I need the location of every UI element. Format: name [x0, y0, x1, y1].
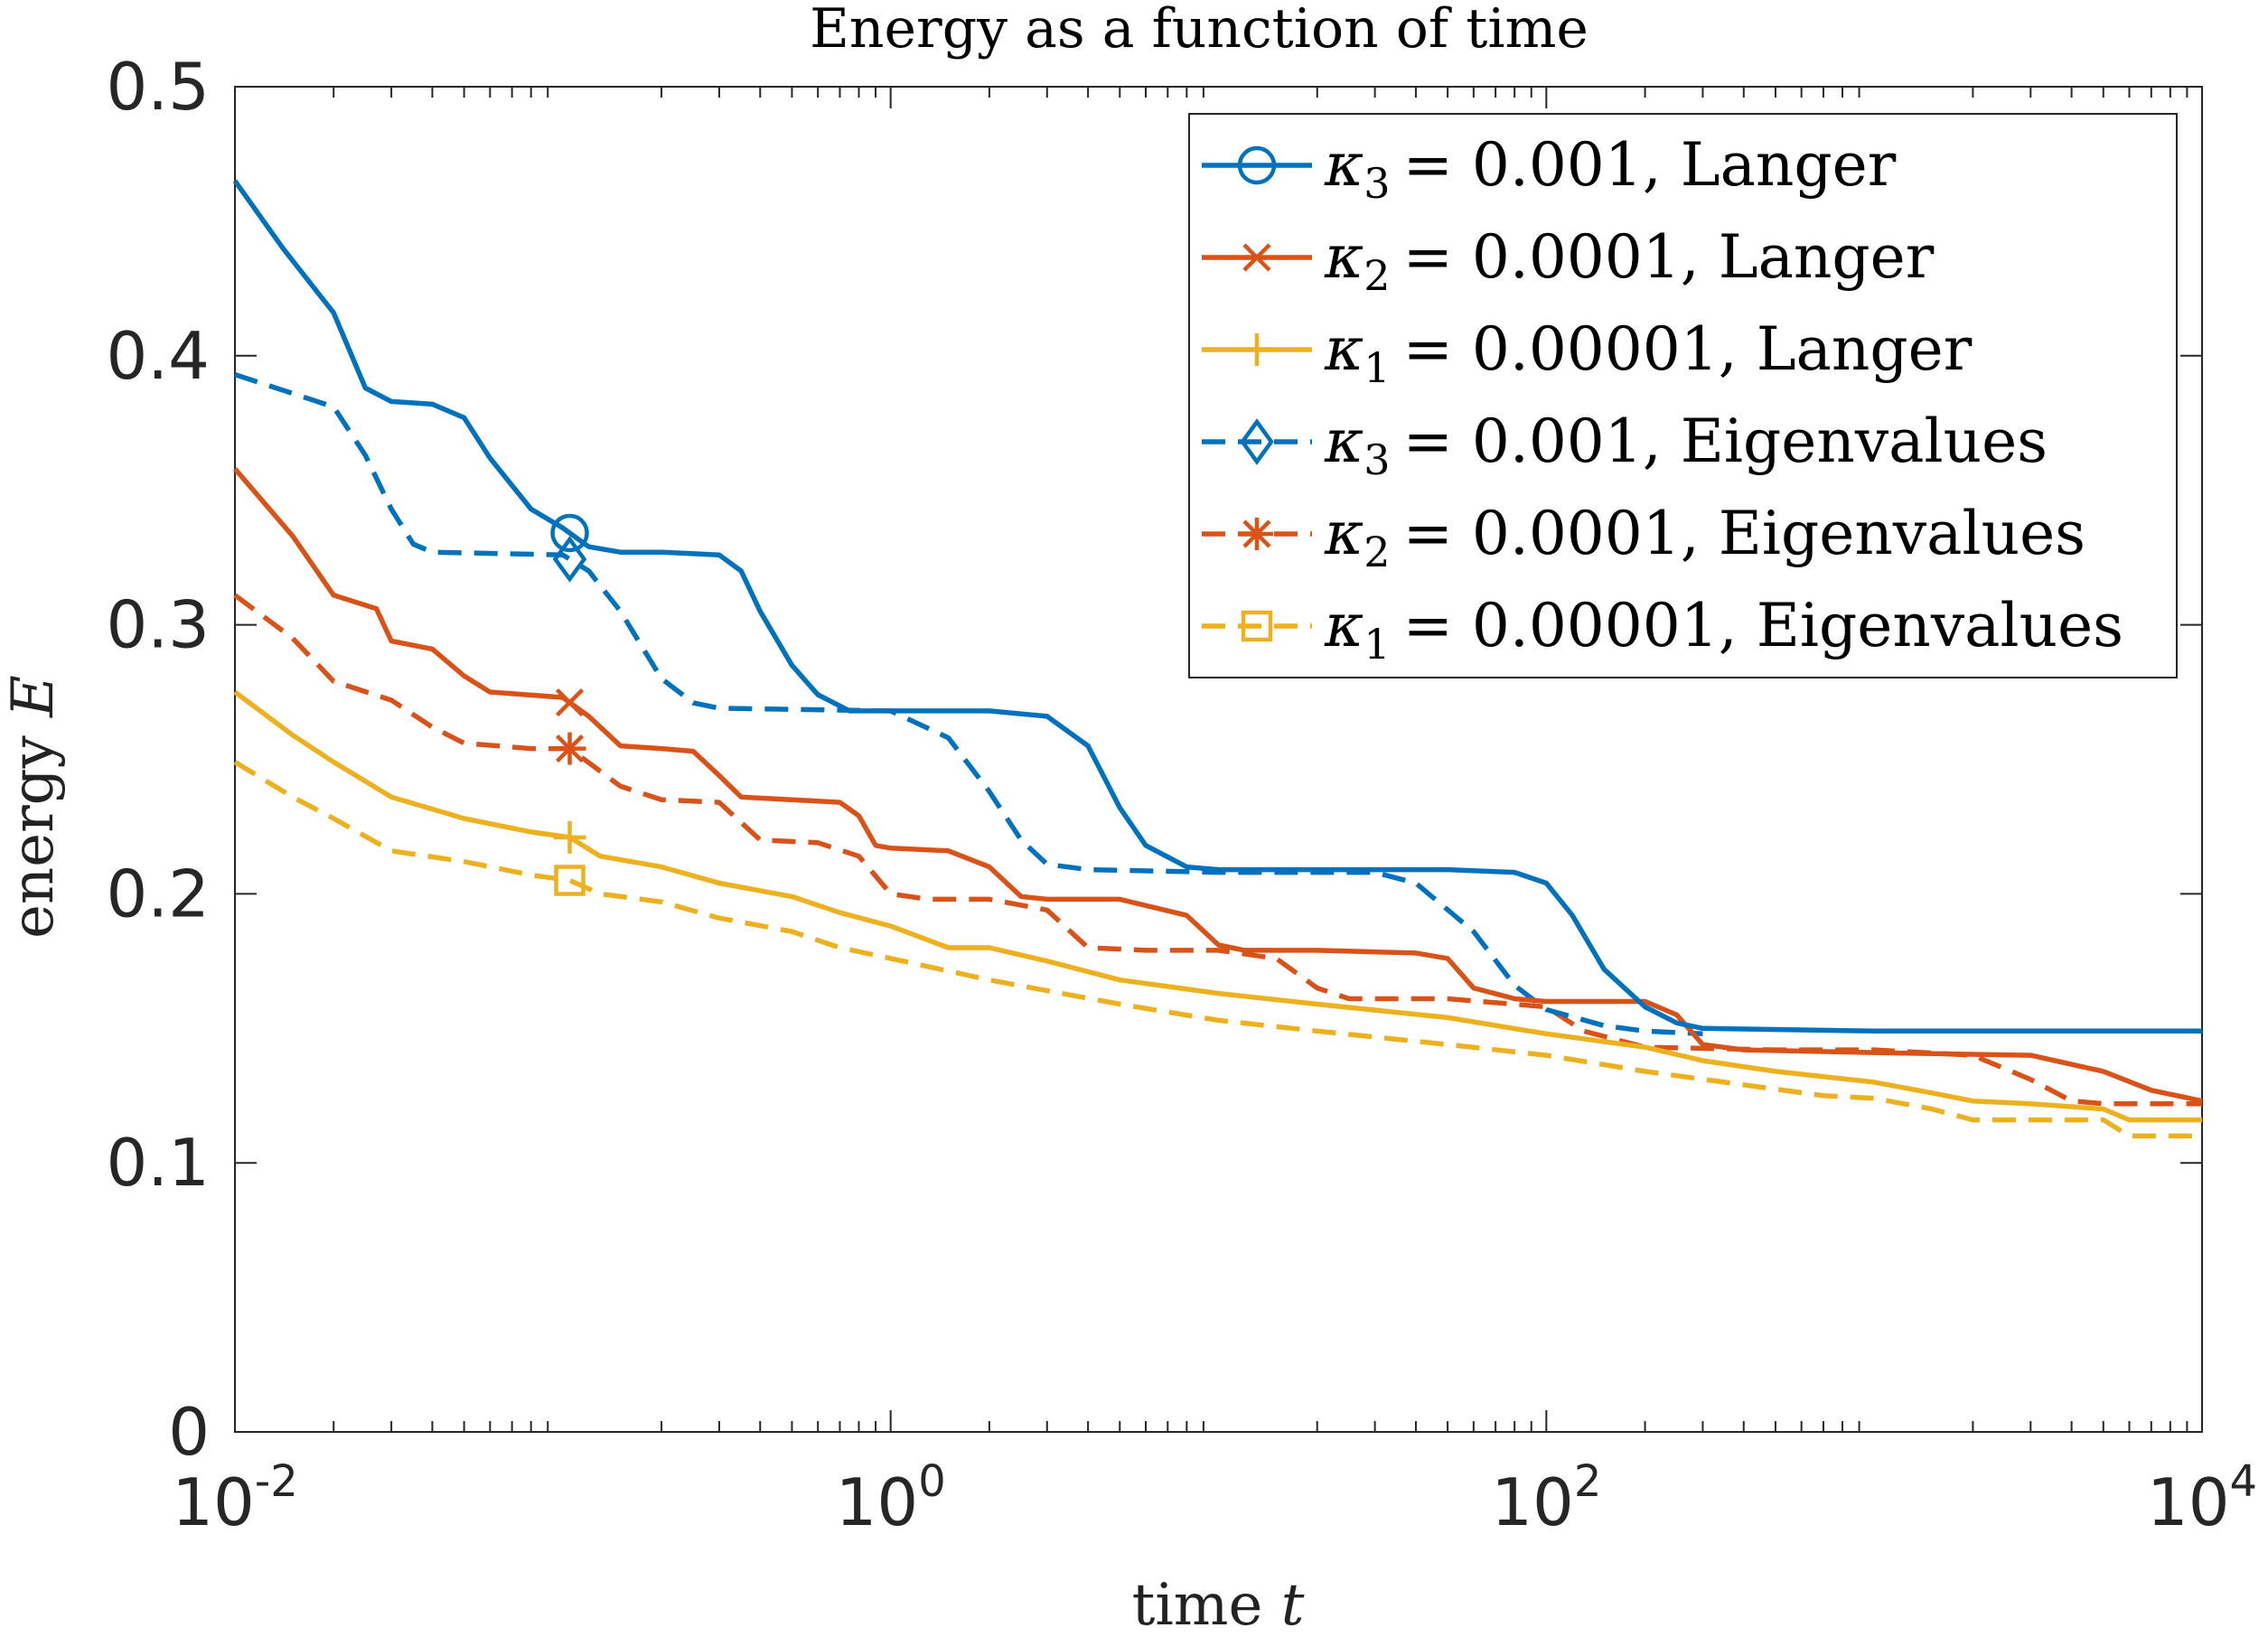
series-line	[233, 689, 2202, 1123]
circle-marker	[1237, 145, 1277, 185]
x-tick-label: 10-2	[172, 1456, 297, 1540]
square-marker	[554, 865, 586, 896]
asterisk-marker	[553, 732, 586, 765]
legend-entry-label: κ1 = 0.00001, Eigenvalues	[1324, 591, 2123, 669]
plot-area: 10-2 100 102 104 0 0.1 0.2 0.3 0.4 0.5	[106, 49, 2257, 1540]
axes-box	[234, 86, 2203, 1433]
diamond-marker-shape	[1240, 418, 1274, 465]
plus-marker	[553, 820, 586, 854]
legend-box	[1188, 113, 2178, 678]
circle-marker-shape	[1237, 145, 1277, 185]
legend-entry-label: κ3 = 0.001, Eigenvalues	[1324, 407, 2048, 484]
y-tick-label: 0.3	[106, 587, 210, 663]
legend: κ3 = 0.001, Langer κ2 = 0.0001, Langer κ1 = 0…	[1188, 113, 2178, 678]
x-tick-label: 104	[2147, 1456, 2257, 1540]
y-tick-label: 0.2	[106, 856, 210, 931]
series-line	[232, 179, 2202, 1034]
chart-title: Energy as a function of time	[810, 0, 1589, 61]
diamond-marker	[1240, 418, 1274, 465]
y-tick-label: 0.4	[106, 318, 210, 394]
square-marker-shape	[554, 865, 586, 896]
y-tick-label: 0.1	[106, 1125, 210, 1201]
square-marker	[1241, 610, 1273, 642]
square-marker-shape	[1241, 610, 1273, 642]
x-marker	[555, 688, 585, 717]
legend-entry-label: κ2 = 0.0001, Eigenvalues	[1324, 499, 2085, 576]
y-tick-label: 0.5	[106, 49, 210, 125]
x-axis-label: time t	[1132, 1572, 1305, 1637]
legend-entry-label: κ2 = 0.0001, Langer	[1324, 222, 1935, 300]
x-marker	[1242, 243, 1271, 272]
y-axis-label: energy E	[0, 675, 67, 939]
series-line	[232, 467, 2203, 1104]
plus-marker	[1241, 333, 1273, 366]
series-line	[234, 371, 1703, 1037]
circle-marker	[550, 513, 589, 553]
x-tick-label: 102	[1491, 1456, 1601, 1540]
asterisk-marker	[1241, 518, 1273, 550]
marker-stroke	[1242, 243, 1271, 272]
diamond-marker	[552, 536, 587, 583]
series-line	[233, 760, 2202, 1139]
legend-entry-label: κ3 = 0.001, Langer	[1324, 130, 1897, 208]
diamond-marker-shape	[552, 536, 587, 583]
circle-marker-shape	[550, 513, 589, 553]
y-tick-label: 0	[168, 1394, 210, 1470]
x-tick-label: 100	[836, 1456, 946, 1540]
legend-entry-label: κ1 = 0.00001, Langer	[1324, 314, 1973, 392]
marker-stroke	[555, 688, 585, 717]
